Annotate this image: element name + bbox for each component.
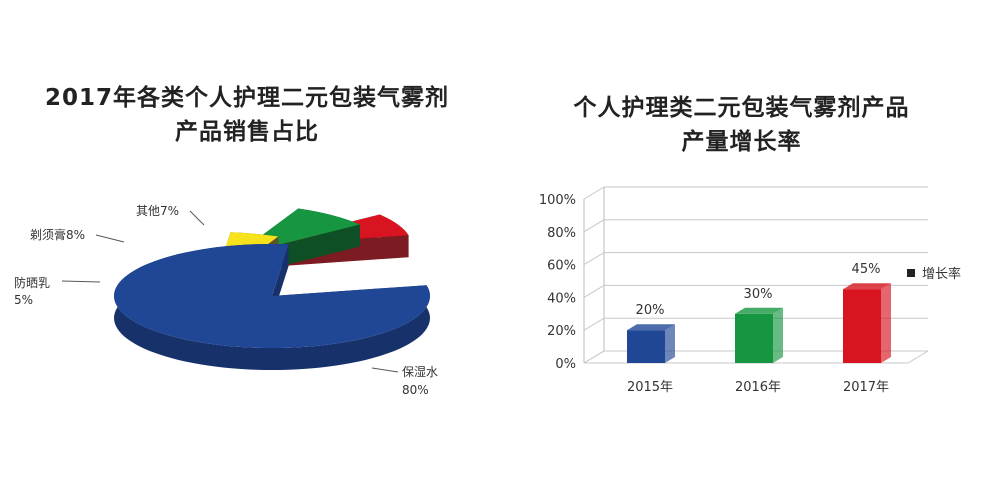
bar-chart-subtitle: 产量增长率 [681,129,802,155]
bar-chart-gridline [583,284,928,298]
pie-label: 剃须膏8% [30,227,85,242]
x-tick-label: 2017年 [843,380,889,395]
pie-label: 其他7% [136,204,179,218]
bar-front [627,330,665,363]
y-tick-label: 40% [547,291,576,306]
bar-chart-floor [584,350,929,364]
x-tick-label: 2016年 [735,380,781,395]
pie-chart: 保湿水 80% 防晒乳 5% 剃须膏8% 其他7% [14,204,438,397]
y-tick-label: 20% [547,324,576,339]
pie-chart-title: 2017年各类个人护理二元包装气雾剂 [44,85,449,111]
bar-chart-title: 个人护理类二元包装气雾剂产品 [573,95,910,121]
pie-slice-top [114,244,431,348]
bar-front [843,289,881,363]
pie-leader-line [189,210,205,226]
bar-2 [843,283,891,363]
y-tick-label: 80% [547,226,576,241]
bar-top [735,307,783,314]
bar-side [881,283,891,363]
pie-slice-0 [114,244,431,370]
y-tick-label: 100% [539,193,576,208]
legend-label: 增长率 [922,266,961,282]
bar-chart-gridline [583,317,928,331]
pie-value-label: 5% [14,293,33,307]
pie-label: 防晒乳 [14,275,50,290]
bar-value-label: 45% [852,262,881,277]
pie-value-label: 80% [402,383,429,397]
bar-value-label: 30% [744,287,773,302]
bar-front [735,313,773,363]
bar-top [843,283,891,290]
pie-leader-line [371,367,399,373]
x-tick-label: 2015年 [627,380,673,395]
bar-chart-axis [583,187,605,364]
bar-0 [627,324,675,363]
y-tick-label: 60% [547,259,576,274]
bar-chart-panel: 个人护理类二元包装气雾剂产品 产量增长率 0% 20% 40% 60% 80% 100% 2… [494,0,989,486]
bar-side [773,307,783,363]
bar-1 [735,307,783,363]
bar-chart-gridline [583,252,928,266]
pie-leader-line [61,280,101,283]
bar-chart-gridline [583,350,928,364]
bar-chart-gridline [583,186,928,200]
pie-leader-line [95,234,125,243]
pie-chart-subtitle: 产品销售占比 [175,119,319,145]
bar-side [665,324,675,363]
bar-top [627,324,675,331]
bar-chart: 0% 20% 40% 60% 80% 100% 20% 2015年 30% 2016年 45% 201… [539,186,961,395]
bar-chart-gridline [583,219,928,233]
y-tick-label: 0% [555,357,576,372]
pie-label: 保湿水 [402,364,438,379]
legend-swatch [907,269,915,277]
bar-value-label: 20% [636,303,665,318]
pie-chart-panel: 2017年各类个人护理二元包装气雾剂 产品销售占比 保湿水 80% 防晒乳 5% 剃须膏… [0,0,494,486]
